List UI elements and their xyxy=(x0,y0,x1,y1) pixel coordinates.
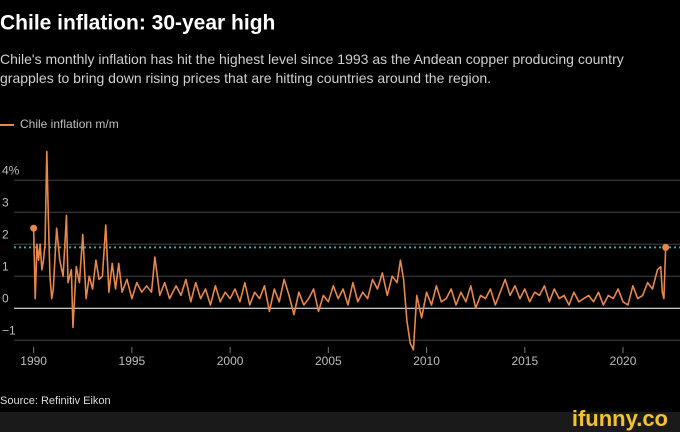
y-tick-label: 3 xyxy=(2,195,9,209)
x-tick-label: 2020 xyxy=(610,354,637,368)
x-tick-label: 1995 xyxy=(119,354,146,368)
watermark: ifunny.co xyxy=(572,406,668,431)
y-tick-label: 1 xyxy=(2,259,9,273)
footer-bar xyxy=(0,412,680,432)
y-tick-label: 4% xyxy=(2,163,20,177)
subtitle: Chile's monthly inflation has hit the hi… xyxy=(0,51,624,86)
end-dot xyxy=(30,224,38,232)
x-tick-label: 2000 xyxy=(217,354,244,368)
x-tick-label: 2010 xyxy=(413,354,440,368)
y-tick-label: 2 xyxy=(2,227,9,241)
chart-title: Chile inflation: 30-year high xyxy=(0,12,275,35)
series-line xyxy=(32,150,667,351)
legend-label: Chile inflation m/m xyxy=(20,117,119,131)
y-tick-label: 0 xyxy=(2,291,9,305)
x-tick-label: 2005 xyxy=(315,354,342,368)
end-dot xyxy=(662,243,670,251)
x-tick-label: 1990 xyxy=(20,354,47,368)
source: Source: Refinitiv Eikon xyxy=(0,395,111,407)
x-tick-label: 2015 xyxy=(511,354,538,368)
y-tick-label: −1 xyxy=(2,323,16,337)
subtitle-box: Chile's monthly inflation has hit the hi… xyxy=(0,51,624,86)
